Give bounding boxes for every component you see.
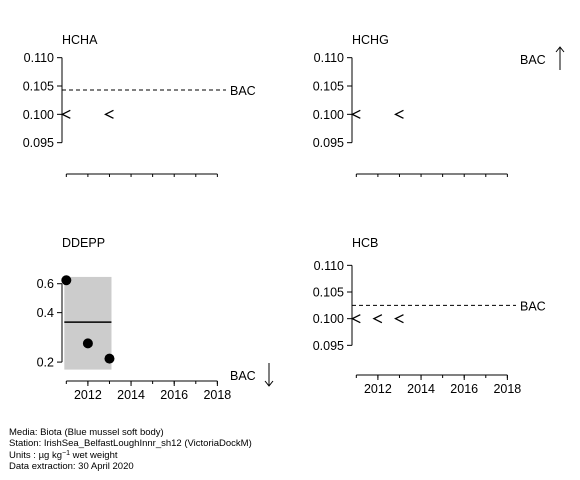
y-tick-label: 0.095 [313,136,344,150]
y-tick-label: 0.110 [24,51,54,65]
less-than-marker [350,314,361,324]
y-tick-label: 0.100 [313,312,344,326]
panel-ddepp: DDEPP 0.6 0.4 0.2 2012 2014 2016 2018 BAC [37,236,274,402]
x-tick-label: 2014 [407,382,435,396]
y-tick-label: 0.4 [37,306,54,320]
y-tick-label: 0.6 [37,277,54,291]
y-tick-label: 0.100 [23,108,54,122]
y-tick-label: 0.100 [313,108,344,122]
units-prefix: Units : [9,450,39,461]
units-text: Units : µg kg−1 wet weight [9,449,252,462]
units-mu: µg kg [38,450,62,461]
less-than-marker [60,109,71,119]
y-tick-label: 0.095 [23,136,54,150]
x-tick-label: 2012 [74,388,102,402]
x-tick-label: 2014 [117,388,145,402]
y-tick-label: 0.110 [314,51,344,65]
metadata-footer: Media: Biota (Blue mussel soft body) Sta… [9,427,252,472]
panel-title: HCHG [352,33,389,47]
less-than-marker [104,109,114,119]
x-tick-label: 2016 [160,388,188,402]
panel-hchg: HCHG 0.110 0.105 0.100 0.095 BAC [313,33,565,177]
y-tick-label: 0.105 [23,80,54,94]
less-than-marker [394,109,404,119]
extraction-text: Data extraction: 30 April 2020 [9,460,134,472]
bac-label: BAC [520,53,546,67]
data-point [104,353,115,364]
bac-label: BAC [230,84,256,98]
x-tick-label: 2016 [450,382,478,396]
units-exponent: −1 [62,450,70,457]
station-text: Station: IrishSea_BelfastLoughInnr_sh12 … [9,437,252,449]
x-tick-label: 2012 [364,382,392,396]
confidence-band [64,276,112,370]
arrow-down-icon [264,363,274,387]
y-tick-label: 0.105 [313,80,344,94]
media-text: Media: Biota (Blue mussel soft body) [9,427,164,438]
data-point [61,275,72,286]
panel-title: HCHA [62,33,98,47]
units-suffix: wet weight [69,450,118,461]
panel-hcha: HCHA 0.110 0.105 0.100 0.095 BAC [23,33,256,177]
x-tick-label: 2018 [493,382,521,396]
panel-hcb: HCB 0.110 0.105 0.100 0.095 2012 2014 2016 2018 B… [313,236,546,396]
y-tick-label: 0.110 [314,259,344,273]
y-tick-label: 0.095 [313,339,344,353]
less-than-marker [394,314,404,324]
y-tick-label: 0.2 [37,356,54,370]
panel-title: HCB [352,236,378,250]
bac-label: BAC [520,299,546,313]
x-tick-label: 2018 [203,388,231,402]
panel-title: DDEPP [62,236,105,250]
arrow-up-icon [555,46,565,70]
less-than-marker [350,109,361,119]
y-tick-label: 0.105 [313,286,344,300]
less-than-marker [372,314,383,324]
bac-label: BAC [230,369,256,383]
data-point [82,338,93,349]
